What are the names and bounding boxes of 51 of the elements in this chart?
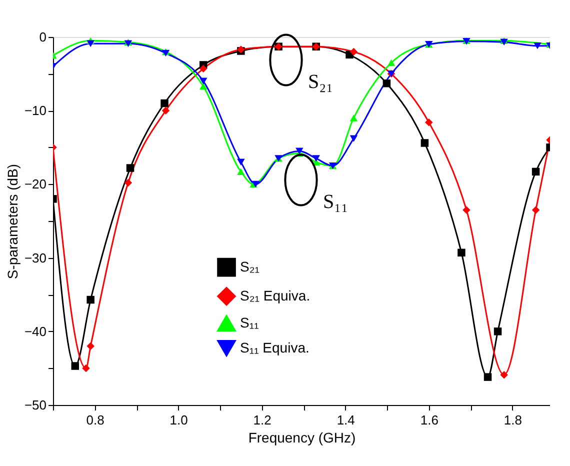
point [382, 79, 391, 88]
point [312, 155, 320, 162]
point [86, 40, 94, 47]
point [199, 82, 208, 90]
annotation: S₂₁ [308, 71, 334, 93]
point [82, 364, 90, 372]
point [237, 168, 245, 176]
annotation: S₁₁ [323, 191, 348, 213]
x-tick-label: 0.8 [86, 412, 104, 428]
y-tick-label: −50 [24, 398, 46, 412]
point [350, 114, 358, 122]
point [532, 206, 540, 214]
y-tick-label: −10 [24, 103, 46, 118]
point [296, 148, 304, 154]
point [350, 135, 358, 142]
y-tick-label: −20 [24, 176, 46, 192]
y-tick-label: −40 [24, 324, 46, 339]
point [350, 48, 358, 56]
point [199, 64, 208, 73]
point [494, 328, 502, 336]
point [500, 370, 508, 379]
y-tick-label: −30 [24, 250, 46, 266]
y-axis-title: S-parameters (dB) [4, 164, 20, 280]
point [462, 206, 470, 214]
x-tick-label: 1.8 [504, 412, 522, 428]
point [237, 158, 245, 166]
legend-label: S₁₁ [240, 314, 260, 330]
point [532, 168, 540, 176]
x-axis-title: Frequency (GHz) [248, 430, 356, 446]
legend-label: S₁₁ Equiva. [240, 339, 310, 356]
point [126, 164, 134, 172]
point [160, 99, 168, 108]
point [484, 373, 492, 381]
point [534, 42, 542, 50]
point [86, 296, 94, 304]
point [458, 248, 466, 257]
point [124, 178, 132, 187]
point [162, 106, 170, 114]
point [199, 78, 208, 85]
point [420, 139, 429, 147]
x-tick-label: 1.0 [170, 412, 188, 428]
point [71, 362, 80, 370]
legend-label: S₂₁ Equiva. [240, 287, 310, 304]
x-tick-label: 1.2 [253, 412, 272, 428]
point [425, 118, 433, 126]
x-tick-label: 1.6 [420, 412, 438, 428]
x-tick-label: 1.4 [336, 412, 355, 428]
y-tick-label: 0 [39, 30, 46, 44]
legend-label: S₂₁ [240, 258, 260, 274]
point [86, 342, 94, 350]
point [387, 59, 396, 66]
